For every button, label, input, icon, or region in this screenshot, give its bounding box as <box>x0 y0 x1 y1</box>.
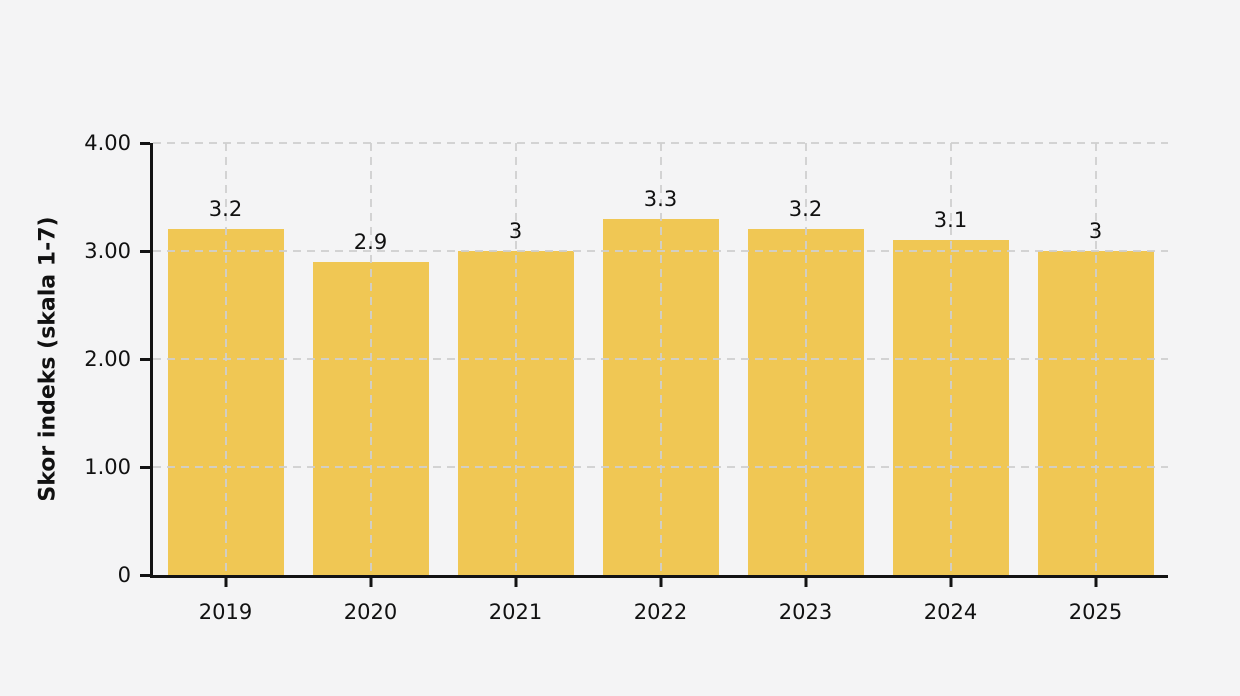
y-axis-tick <box>140 357 150 361</box>
x-axis-tick <box>369 578 372 587</box>
x-tick-label: 2023 <box>778 600 833 624</box>
x-tick-label: 2025 <box>1068 600 1123 624</box>
x-tick-label: 2024 <box>923 600 978 624</box>
bar-value-label: 3 <box>508 219 523 243</box>
plot-area: 3.2 2019 2.9 2020 3 2021 3.3 2022 3.2 2023 3.1 2024… <box>84 131 1168 624</box>
vertical-gridline <box>514 143 517 575</box>
bar-slot: 3.1 2024 <box>878 143 1023 624</box>
x-tick-label: 2020 <box>343 600 398 624</box>
bar-value-label: 3.1 <box>933 208 968 233</box>
bar-slot: 3.3 2022 <box>588 143 733 624</box>
bar-value-label: 2.9 <box>353 229 388 254</box>
bar-value-label: 3.2 <box>208 197 243 222</box>
vertical-gridline <box>1094 143 1097 575</box>
bar-value-label: 3.3 <box>643 186 678 211</box>
bar-value-label: 3.2 <box>788 197 823 222</box>
y-axis-tick <box>140 573 150 577</box>
bar-slot: 3.2 2023 <box>733 143 878 624</box>
y-tick-label: 0 <box>117 563 131 587</box>
x-tick-label: 2021 <box>488 600 543 624</box>
vertical-gridline <box>369 143 372 575</box>
x-tick-label: 2022 <box>633 600 688 624</box>
x-axis-tick <box>514 578 517 587</box>
x-axis-tick <box>949 578 952 587</box>
bar-slot: 3 2021 <box>443 143 588 624</box>
y-axis-tick <box>140 465 150 469</box>
y-tick-label: 1.00 <box>84 455 131 479</box>
x-tick-label: 2019 <box>198 600 253 624</box>
x-axis-tick <box>804 578 807 587</box>
y-tick-label: 2.00 <box>84 347 131 371</box>
bar-slot: 3.2 2019 <box>153 143 298 624</box>
x-axis-tick <box>659 578 662 587</box>
x-axis-tick <box>224 578 227 587</box>
bar-slot: 2.9 2020 <box>298 143 443 624</box>
x-axis-tick <box>1094 578 1097 587</box>
bars-container: 3.2 2019 2.9 2020 3 2021 3.3 2022 3.2 2023 3.1 2024… <box>153 143 1168 624</box>
y-axis-tick <box>140 141 150 145</box>
y-tick-label: 3.00 <box>84 239 131 263</box>
y-tick-label: 4.00 <box>84 131 131 155</box>
bar-value-label: 3 <box>1088 219 1103 243</box>
bar-slot: 3 2025 <box>1023 143 1168 624</box>
y-axis-tick <box>140 249 150 253</box>
